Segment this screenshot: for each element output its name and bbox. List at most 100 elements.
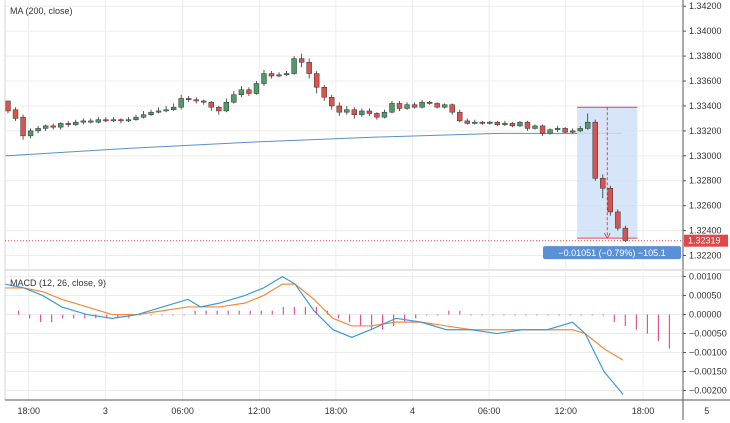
candle [88,118,94,124]
ma-line [4,132,622,157]
candle-body [73,121,79,125]
candle-body [404,104,410,109]
candle-body [246,89,252,94]
candle [276,72,282,78]
time-axis-tick-label: 18:00 [17,406,40,416]
candle-body [359,110,365,115]
candle-body [140,114,147,118]
price-range-measure: −0.01051 (−0.79%) −105.1 [543,106,681,260]
candle [396,100,403,111]
candle [246,87,252,96]
macd-axis-tick-label: 0.00000 [689,310,722,320]
candle [554,125,561,133]
candle-body [577,128,583,132]
macd-axis-tick-label: −0.00050 [689,329,727,339]
time-axis-tick-label: 12:00 [554,406,577,416]
candle [253,81,260,95]
candle-body [65,123,71,125]
candle [457,109,463,123]
candle [321,84,327,101]
candle-body [351,109,358,115]
candle [494,120,501,126]
candle-body [268,73,275,77]
price-axis-tick-label: 1.33200 [689,126,722,136]
candle [12,107,19,121]
candle [313,71,320,94]
candle-body [321,87,327,98]
candle-body [231,94,237,103]
time-axis-tick-label: 18:00 [325,406,348,416]
candle [577,125,583,133]
candle-body [58,123,64,128]
candle-body [50,125,56,128]
candle [103,117,109,123]
current-price-badge [684,234,728,247]
candle-body [283,73,290,76]
candle [374,112,380,120]
candle [509,122,516,128]
candle [223,98,230,113]
candle [517,120,523,128]
candle [298,53,305,68]
time-axis-tick-label: 06:00 [171,406,194,416]
candle-body [276,74,282,77]
candle [178,94,184,110]
candle [50,123,56,130]
candle-body [569,130,576,133]
candle-body [532,125,538,129]
candle-body [494,121,501,125]
candle-body [125,119,132,122]
candle-body [457,111,463,122]
candle [65,120,71,128]
candle-body [133,116,139,120]
macd-axis-tick-label: 0.00050 [689,291,722,301]
candle [389,100,395,114]
candle-body [615,211,621,229]
candle [110,117,117,123]
candle-body [554,128,561,130]
candle [238,86,245,98]
candle-body [306,62,312,74]
candle [607,185,614,216]
candle-body [170,106,177,110]
candle-body [366,110,373,114]
candle [585,113,591,130]
time-axis-tick-label: 12:00 [248,406,271,416]
price-pane-title: MA (200, close) [10,6,73,16]
candle [268,71,275,79]
candle [411,102,418,109]
candle [35,125,41,134]
candle [600,174,606,199]
candle [58,122,64,130]
candle-body [201,100,207,103]
candle [434,102,440,109]
candle-body [562,128,568,133]
candle-body [585,121,591,129]
price-axis-tick-label: 1.32800 [689,176,722,186]
candle-body [261,73,267,84]
candle-body [155,110,162,113]
candle-body [502,123,508,125]
candle-body [118,119,124,122]
candle [562,127,568,134]
candle-body [163,109,169,112]
candle-body [298,58,305,63]
price-axis-tick-label: 1.33600 [689,76,722,86]
candle-body [449,104,455,113]
candle [351,107,358,119]
candle [208,100,214,111]
candle-body [20,116,26,137]
candle-body [592,121,598,179]
candle [449,103,455,115]
candle [261,69,267,87]
macd-axis-tick-label: −0.00150 [689,367,727,377]
price-axis-tick-label: 1.34200 [689,1,722,11]
price-axis-tick-label: 1.32400 [689,226,722,236]
candle-body [27,130,34,137]
candle-body [547,129,553,134]
candle-body [434,103,440,108]
candle [216,105,222,115]
candle [569,128,576,134]
time-axis-tick-label: 06:00 [478,406,501,416]
